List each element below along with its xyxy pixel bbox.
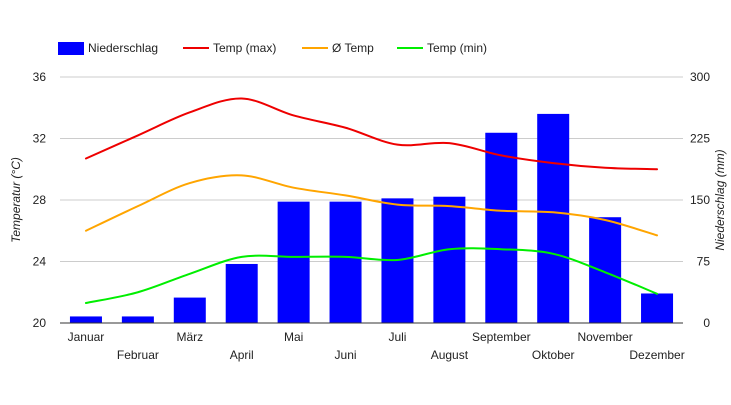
legend-item-niederschlag: Niederschlag (58, 41, 158, 55)
y-right-tick-0: 0 (703, 316, 710, 330)
temperature-lines (84, 97, 659, 305)
legend-label-niederschlag: Niederschlag (88, 41, 158, 55)
precipitation-bars (69, 113, 674, 324)
x-tick-januar: Januar (68, 330, 105, 344)
bar-oktober (537, 113, 570, 324)
y-left-tick-32: 32 (33, 132, 47, 146)
legend-label-avg-temp: Ø Temp (332, 41, 374, 55)
bar-mai (277, 201, 310, 323)
y-left-tick-28: 28 (33, 193, 47, 207)
bar-august (433, 196, 466, 323)
bar-september (485, 132, 518, 323)
x-tick-mai: Mai (284, 330, 303, 344)
legend-item-temp-max: Temp (max) (183, 41, 276, 55)
y-right-tick-225: 225 (690, 132, 710, 146)
y-left-tick-36: 36 (33, 70, 47, 84)
x-tick-juli: Juli (388, 330, 406, 344)
legend: Niederschlag Temp (max) Ø Temp Temp (min) (58, 41, 487, 55)
x-tick-oktober: Oktober (532, 348, 575, 362)
x-tick-september: September (472, 330, 531, 344)
x-tick-november: November (577, 330, 632, 344)
line-temp-min (84, 247, 659, 305)
bar-januar (69, 316, 102, 323)
bar-maerz (173, 297, 206, 323)
x-tick-juni: Juni (335, 348, 357, 362)
legend-label-temp-min: Temp (min) (427, 41, 487, 55)
x-tick-maerz: März (176, 330, 203, 344)
x-tick-dezember: Dezember (629, 348, 684, 362)
legend-item-avg-temp: Ø Temp (302, 41, 374, 55)
bar-dezember (641, 293, 674, 323)
bar-april (225, 263, 258, 323)
legend-label-temp-max: Temp (max) (213, 41, 276, 55)
bar-juni (329, 201, 362, 323)
y-left-tick-24: 24 (33, 255, 47, 269)
legend-swatch-niederschlag (58, 42, 84, 55)
legend-item-temp-min: Temp (min) (397, 41, 487, 55)
axes: 20 24 28 32 36 0 75 150 225 300 Januar Februar März A… (9, 70, 727, 362)
line-temp-max (84, 97, 659, 171)
y-right-tick-300: 300 (690, 70, 710, 84)
bar-februar (121, 316, 154, 323)
y-left-tick-20: 20 (33, 316, 47, 330)
y-left-axis-title: Temperatur (°C) (9, 157, 23, 243)
y-right-tick-75: 75 (697, 255, 711, 269)
y-right-tick-150: 150 (690, 193, 710, 207)
line-avg-temp (84, 174, 659, 237)
x-tick-august: August (431, 348, 469, 362)
bar-november (589, 217, 622, 323)
y-right-axis-title: Niederschlag (mm) (713, 149, 727, 250)
x-tick-april: April (230, 348, 254, 362)
x-tick-februar: Februar (117, 348, 159, 362)
